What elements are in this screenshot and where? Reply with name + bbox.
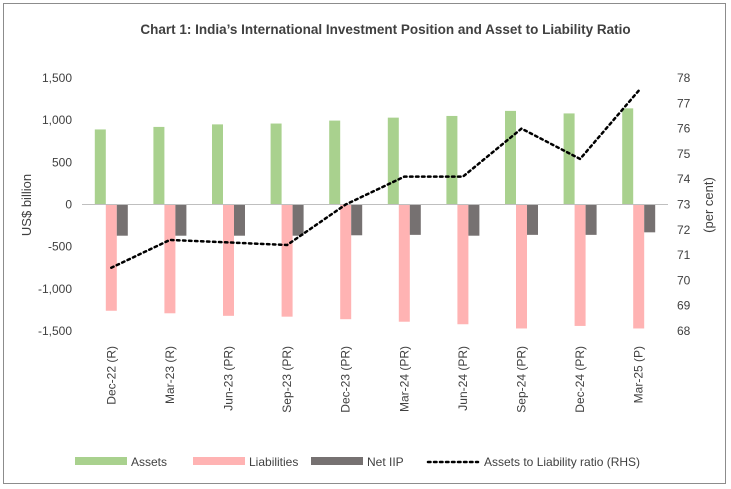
bar-assets — [153, 126, 165, 205]
line-assets-to-liability-ratio — [110, 89, 640, 269]
bar-net-iip — [175, 204, 187, 236]
bar-liabilities — [574, 204, 586, 326]
legend: Assets Liabilities Net IIP Assets to Liabil… — [75, 455, 640, 469]
right-tick-label: 72 — [677, 223, 691, 237]
y-axis-label: US$ billion — [19, 174, 34, 236]
left-tick-label: -1,000 — [38, 282, 72, 296]
category-label: Sep-24 (PR) — [515, 346, 529, 413]
left-axis-ticks: 1,500 1,000 500 0 -500 -1,000 -1,500 — [38, 71, 72, 338]
legend-label: Assets — [131, 455, 167, 469]
right-axis-ticks: 78 77 76 75 74 73 72 71 70 69 68 — [677, 71, 691, 338]
bar-assets — [329, 120, 341, 205]
ratio-line — [110, 89, 640, 269]
chart-title: Chart 1: India’s International Investmen… — [140, 22, 631, 37]
right-tick-label: 76 — [677, 122, 691, 136]
category-label: Mar-23 (R) — [163, 346, 177, 404]
left-tick-label: -1,500 — [38, 324, 72, 338]
bar-net-iip — [116, 204, 128, 236]
bar-assets — [212, 124, 223, 205]
left-tick-label: 1,500 — [42, 71, 72, 85]
bar-assets — [505, 110, 516, 205]
bar-net-iip — [644, 204, 656, 233]
legend-label: Liabilities — [249, 455, 298, 469]
bar-net-iip — [351, 204, 363, 236]
right-tick-label: 75 — [677, 147, 691, 161]
bar-net-iip — [409, 204, 421, 235]
bar-assets — [94, 129, 106, 205]
right-tick-label: 68 — [677, 324, 691, 338]
left-tick-label: 1,000 — [42, 113, 72, 127]
chart-frame — [3, 3, 726, 484]
category-label: Sep-23 (PR) — [280, 346, 294, 413]
category-label: Jun-23 (PR) — [222, 346, 236, 411]
bar-net-iip — [527, 204, 538, 235]
bar-net-iip — [234, 204, 245, 236]
bar-liabilities — [398, 204, 410, 322]
category-label: Mar-25 (P) — [632, 346, 646, 403]
legend-label: Assets to Liability ratio (RHS) — [484, 455, 640, 469]
bar-assets — [270, 123, 282, 205]
right-tick-label: 77 — [677, 96, 691, 110]
bar-liabilities — [633, 204, 645, 329]
right-tick-label: 78 — [677, 71, 691, 85]
legend-swatch — [193, 457, 245, 465]
legend-swatch — [75, 457, 127, 465]
bar-net-iip — [292, 204, 304, 236]
right-tick-label: 70 — [677, 273, 691, 287]
right-tick-label: 69 — [677, 299, 691, 313]
bar-liabilities — [223, 204, 234, 316]
bar-liabilities — [281, 204, 293, 317]
category-label: Dec-24 (PR) — [573, 346, 587, 413]
y2-axis-label: (per cent) — [701, 177, 716, 233]
category-label: Dec-22 (R) — [104, 346, 118, 405]
legend-swatch — [311, 457, 363, 465]
bar-net-iip — [585, 204, 597, 235]
bar-liabilities — [340, 204, 352, 320]
bar-assets — [622, 108, 634, 205]
left-tick-label: 0 — [65, 198, 72, 212]
right-tick-label: 71 — [677, 248, 691, 262]
bar-assets — [446, 115, 458, 205]
category-labels: Dec-22 (R) Mar-23 (R) Jun-23 (PR) Sep-23 (P… — [104, 346, 645, 413]
right-tick-label: 74 — [677, 172, 691, 186]
legend-label: Net IIP — [367, 455, 404, 469]
bar-liabilities — [164, 204, 176, 314]
bar-assets — [563, 113, 575, 205]
bar-marks — [94, 108, 656, 329]
left-tick-label: 500 — [52, 155, 72, 169]
left-tick-label: -500 — [48, 240, 72, 254]
bar-liabilities — [105, 204, 117, 311]
category-label: Mar-24 (PR) — [397, 346, 411, 412]
bar-liabilities — [516, 204, 527, 329]
category-label: Dec-23 (PR) — [339, 346, 353, 413]
bar-assets — [387, 117, 399, 205]
bar-net-iip — [468, 204, 480, 236]
category-label: Jun-24 (PR) — [456, 346, 470, 411]
right-tick-label: 73 — [677, 198, 691, 212]
bar-liabilities — [457, 204, 469, 325]
